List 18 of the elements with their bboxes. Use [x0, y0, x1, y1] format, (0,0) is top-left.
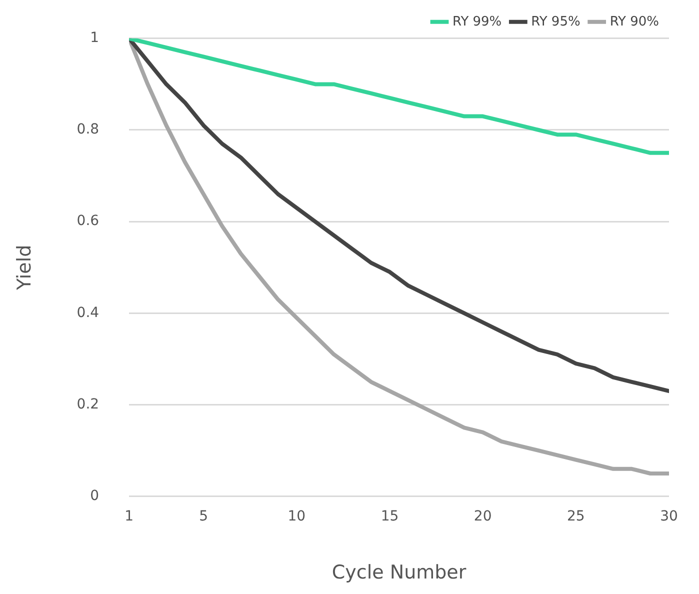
y-tick-label: 0.8 — [76, 122, 100, 138]
y-tick-label: 0.4 — [76, 304, 100, 321]
legend-label: RY 95% — [531, 14, 580, 30]
x-tick-label: 1 — [124, 508, 134, 524]
x-tick-label: 30 — [660, 508, 678, 524]
y-tick-label: 1 — [90, 30, 100, 46]
legend-label: RY 90% — [610, 14, 660, 30]
y-axis-title: Yield — [13, 244, 36, 292]
x-tick-label: 15 — [380, 508, 399, 524]
x-tick-label: 5 — [199, 508, 208, 524]
y-tick-label: 0 — [90, 488, 100, 504]
x-tick-label: 25 — [566, 508, 585, 524]
legend-label: RY 99% — [452, 14, 502, 30]
y-tick-label: 0.6 — [76, 213, 100, 230]
y-tick-label: 0.2 — [76, 396, 100, 412]
x-tick-label: 20 — [474, 508, 492, 524]
x-tick-label: 10 — [288, 508, 306, 524]
x-axis-title: Cycle Number — [332, 562, 466, 584]
